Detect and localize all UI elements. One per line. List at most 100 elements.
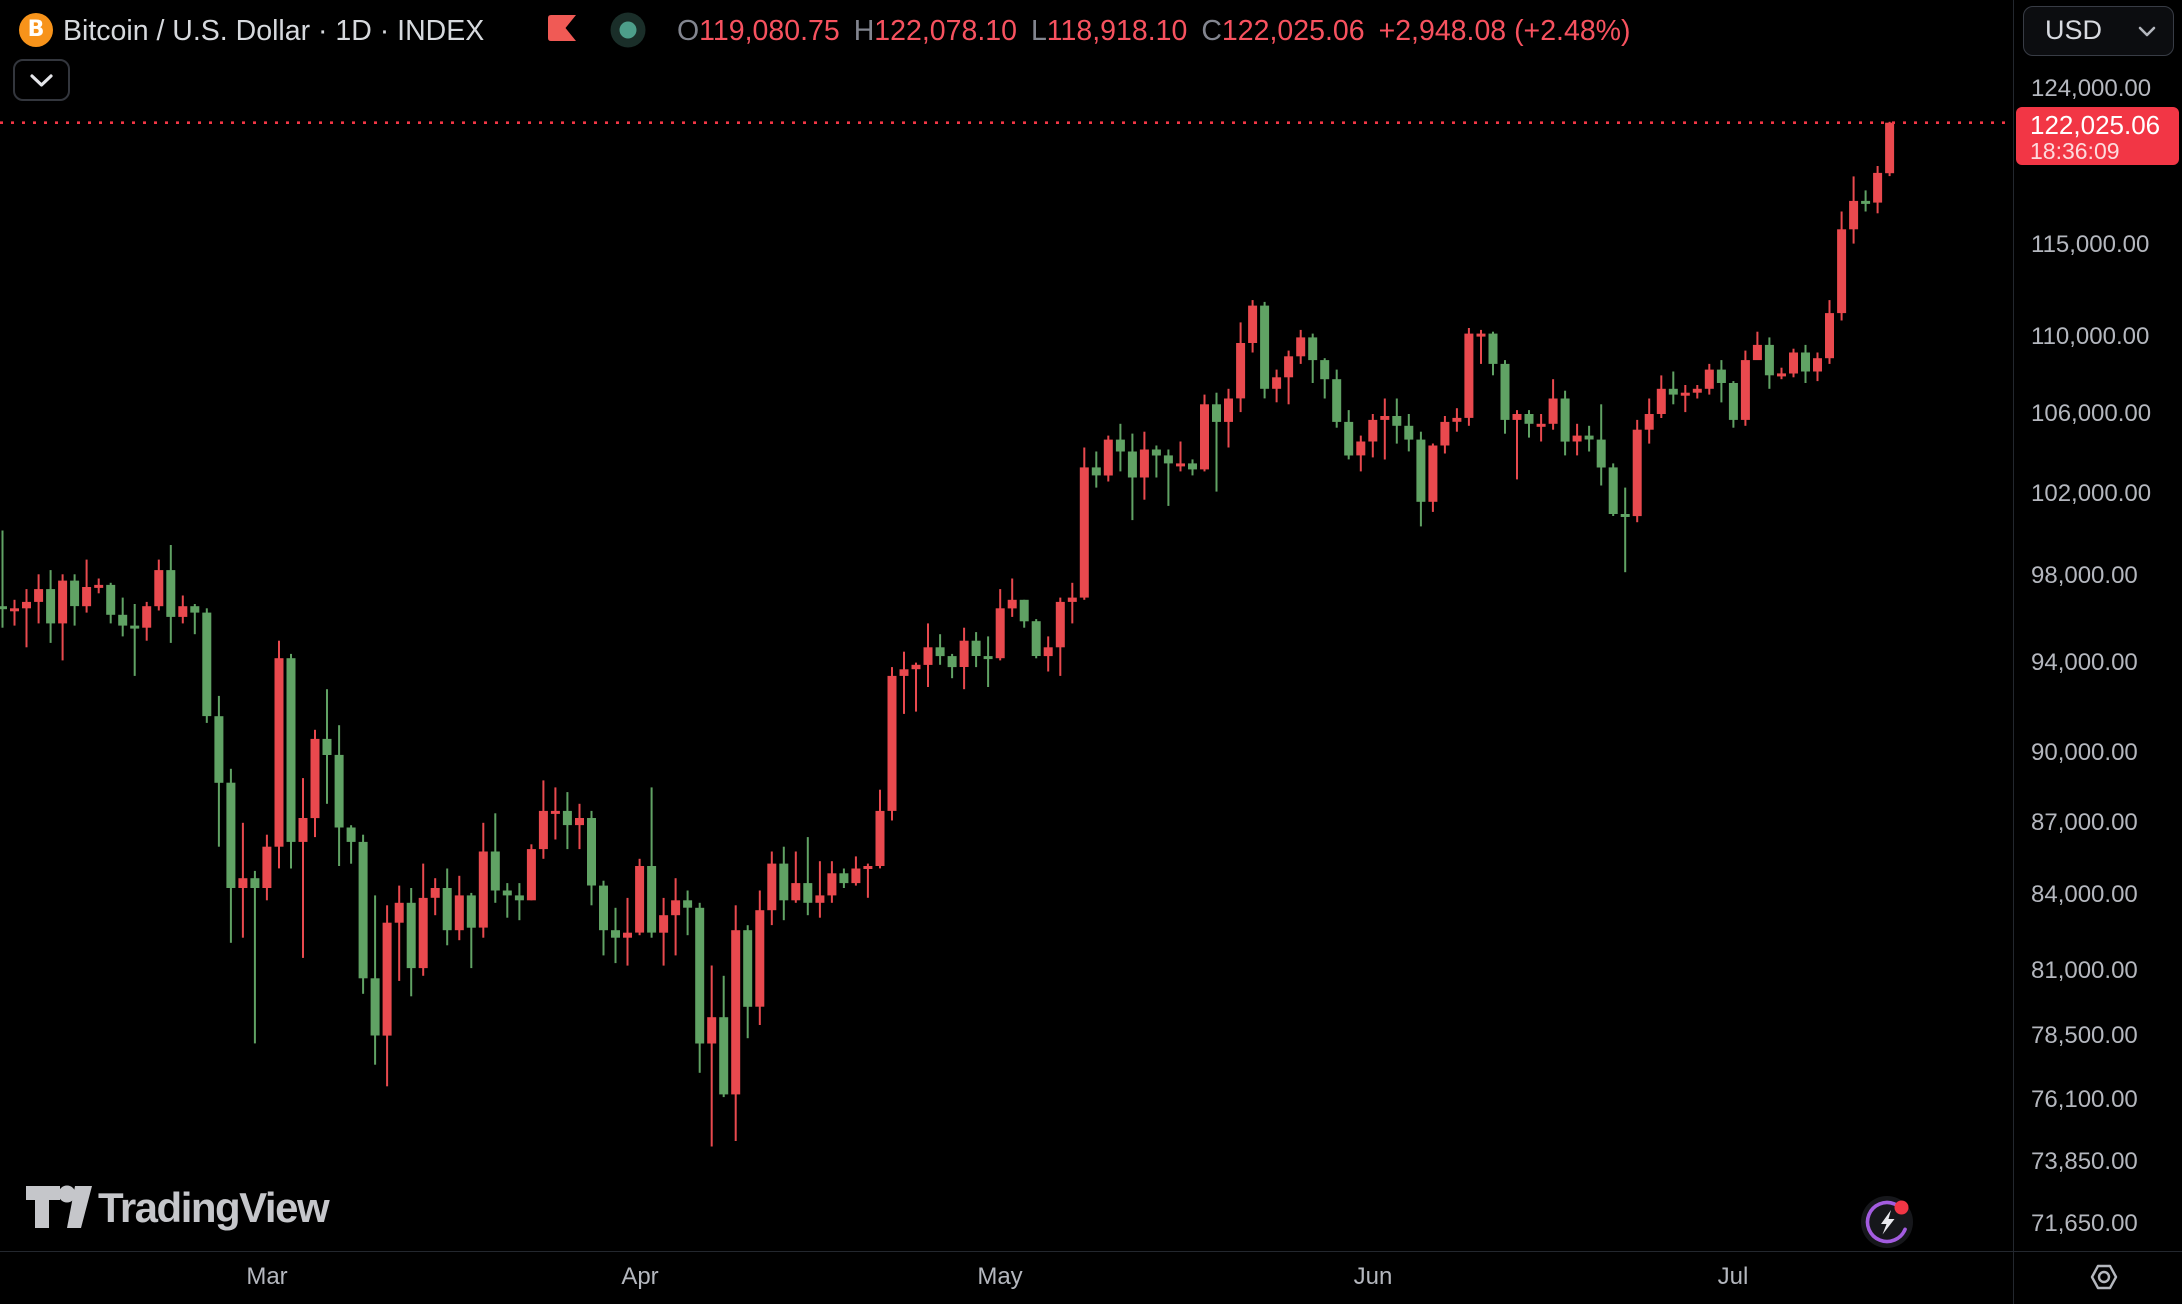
time-axis-label: May xyxy=(977,1263,1023,1290)
candle xyxy=(58,574,68,661)
candle xyxy=(1464,328,1474,426)
candle xyxy=(22,589,31,648)
candle xyxy=(1861,190,1871,212)
time-axis-label: Mar xyxy=(246,1263,288,1290)
candle xyxy=(94,578,104,594)
candle xyxy=(1260,301,1270,399)
time-axis-separator xyxy=(0,1251,2182,1252)
candle xyxy=(214,695,224,847)
time-axis-label: Jul xyxy=(1717,1263,1749,1290)
low-value: 118,918.10 xyxy=(1046,15,1188,47)
price-axis-label: 94,000.00 xyxy=(2031,649,2138,676)
notification-dot xyxy=(1894,1200,1909,1215)
candle xyxy=(1524,410,1534,438)
candle xyxy=(526,844,536,901)
candle xyxy=(466,892,476,969)
candle xyxy=(298,778,308,958)
bar-countdown: 18:36:09 xyxy=(2030,138,2120,164)
high-value: 122,078.10 xyxy=(874,15,1017,47)
tradingview-logo-icon xyxy=(26,1185,92,1228)
candle xyxy=(274,640,284,869)
candle xyxy=(1416,431,1426,527)
candle xyxy=(1728,381,1738,428)
candle xyxy=(1151,445,1161,478)
market-status-icon[interactable] xyxy=(610,12,646,48)
candle xyxy=(262,834,272,901)
candle xyxy=(1873,166,1883,214)
candle xyxy=(1488,331,1498,376)
price-axis-label: 98,000.00 xyxy=(2031,562,2138,589)
candle xyxy=(971,632,981,668)
bitcoin-logo-icon: B xyxy=(19,13,53,47)
candle xyxy=(1440,416,1450,454)
low-label: L xyxy=(1030,15,1047,47)
candle xyxy=(1668,371,1678,405)
candle xyxy=(1380,398,1390,460)
candle xyxy=(142,601,152,641)
symbol-title[interactable]: Bitcoin / U.S. Dollar · 1D · INDEX xyxy=(63,15,485,47)
price-axis-label: 73,850.00 xyxy=(2031,1148,2138,1175)
candle xyxy=(875,789,885,869)
candle xyxy=(1176,441,1185,472)
candle xyxy=(731,905,741,1141)
candle xyxy=(1692,385,1702,399)
currency-selector-button[interactable]: USD xyxy=(2023,6,2174,56)
candle xyxy=(959,627,969,690)
candle xyxy=(1849,176,1859,244)
candle xyxy=(1320,358,1330,399)
price-axis[interactable]: 124,000.00 115,000.00 110,000.00 106,000.00… xyxy=(2013,0,2182,1304)
spark-button[interactable] xyxy=(1855,1190,1919,1254)
axis-settings-gear-icon[interactable] xyxy=(2086,1259,2122,1295)
candle xyxy=(238,822,248,938)
candle xyxy=(130,604,140,676)
candle xyxy=(1091,451,1101,488)
candle xyxy=(1801,344,1810,383)
tradingview-watermark[interactable]: TradingView xyxy=(26,1182,330,1234)
price-axis-label: 110,000.00 xyxy=(2031,323,2150,350)
candle xyxy=(599,880,608,956)
candle xyxy=(983,636,993,687)
candle xyxy=(1476,329,1486,364)
candle xyxy=(394,885,404,981)
candle xyxy=(1248,300,1258,353)
candle xyxy=(490,813,500,903)
candle xyxy=(166,545,176,643)
candle xyxy=(767,851,777,926)
candle xyxy=(911,662,921,712)
candle xyxy=(1163,449,1173,506)
close-label: C xyxy=(1201,15,1222,47)
flag-icon[interactable] xyxy=(548,15,576,43)
price-axis-label: 84,000.00 xyxy=(2031,881,2138,908)
candle xyxy=(743,925,753,1039)
candle xyxy=(562,792,572,850)
ohlc-readout: O119,080.75 H122,078.10 L118,918.10 C122,02… xyxy=(677,14,1631,48)
candle xyxy=(1428,443,1438,512)
time-axis-label: Jun xyxy=(1353,1263,1393,1290)
candle xyxy=(550,787,560,840)
candle xyxy=(1236,322,1246,413)
candle xyxy=(1620,487,1630,573)
candle xyxy=(1704,363,1714,395)
candle xyxy=(1079,447,1089,600)
price-axis-label: 76,100.00 xyxy=(2031,1086,2138,1113)
candle xyxy=(406,888,416,997)
candle xyxy=(1608,463,1618,516)
candle xyxy=(1656,375,1666,418)
candle xyxy=(935,634,945,665)
candle xyxy=(1644,398,1654,444)
candle xyxy=(370,895,380,1065)
candle xyxy=(611,907,620,964)
candle xyxy=(514,883,524,921)
candle xyxy=(779,846,789,921)
candlestick-chart[interactable] xyxy=(0,0,2013,1304)
legend-collapse-button[interactable] xyxy=(13,59,70,101)
candle xyxy=(418,863,428,976)
tradingview-wordmark: TradingView xyxy=(98,1184,330,1231)
candle xyxy=(1548,379,1558,430)
price-axis-label: 124,000.00 xyxy=(2031,75,2152,102)
candle xyxy=(118,597,128,637)
time-axis-label: Apr xyxy=(621,1263,659,1290)
candle xyxy=(815,861,825,918)
candle xyxy=(322,689,332,804)
candle xyxy=(1789,348,1798,378)
